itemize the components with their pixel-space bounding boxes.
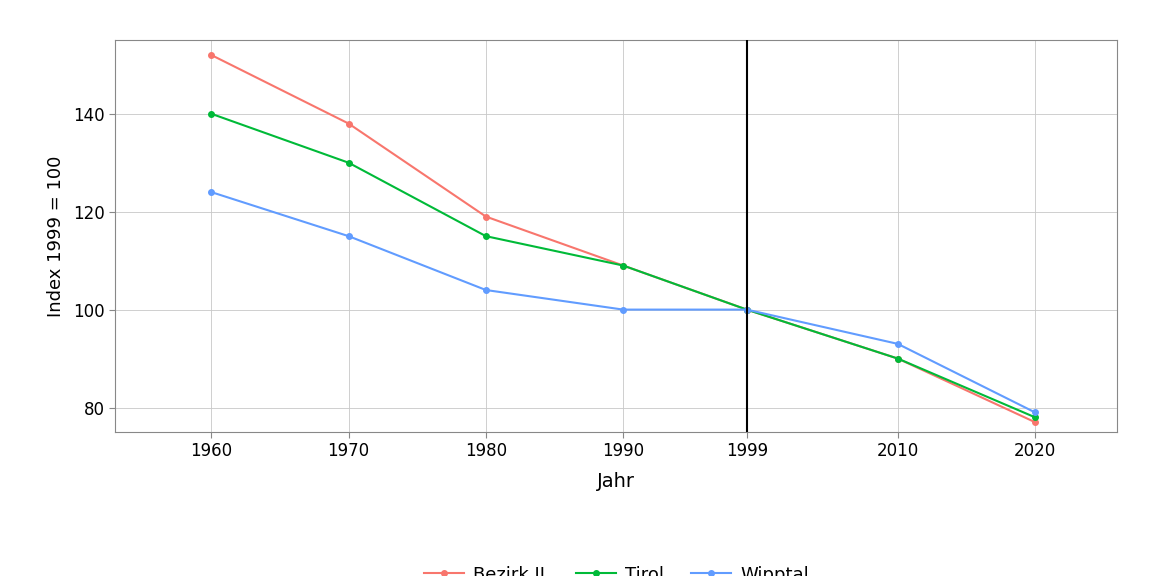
Bezirk IL [890, 355, 904, 362]
Line: Wipptal: Wipptal [209, 190, 1038, 415]
Bezirk IL [479, 213, 493, 220]
Bezirk IL [740, 306, 753, 313]
Bezirk IL [204, 51, 218, 58]
Wipptal [1028, 409, 1041, 416]
Tirol [740, 306, 753, 313]
Y-axis label: Index 1999 = 100: Index 1999 = 100 [47, 156, 65, 317]
Tirol [204, 111, 218, 118]
Bezirk IL [616, 262, 630, 269]
Wipptal [890, 340, 904, 347]
Bezirk IL [1028, 419, 1041, 426]
Tirol [1028, 414, 1041, 420]
Wipptal [342, 233, 356, 240]
Wipptal [616, 306, 630, 313]
Legend: Bezirk IL, Tirol, Wipptal: Bezirk IL, Tirol, Wipptal [417, 559, 816, 576]
Wipptal [479, 286, 493, 293]
Line: Bezirk IL: Bezirk IL [209, 52, 1038, 425]
Tirol [342, 159, 356, 166]
X-axis label: Jahr: Jahr [598, 472, 635, 491]
Wipptal [204, 189, 218, 196]
Line: Tirol: Tirol [209, 111, 1038, 420]
Tirol [479, 233, 493, 240]
Wipptal [740, 306, 753, 313]
Tirol [890, 355, 904, 362]
Tirol [616, 262, 630, 269]
Bezirk IL [342, 120, 356, 127]
